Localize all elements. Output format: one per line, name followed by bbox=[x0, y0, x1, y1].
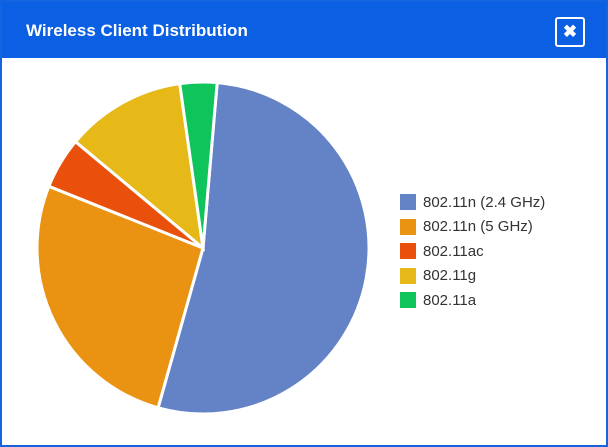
legend-label: 802.11n (2.4 GHz) bbox=[423, 193, 546, 211]
legend-swatch bbox=[400, 218, 416, 235]
close-icon: ✖ bbox=[562, 22, 578, 41]
chart-legend: 802.11n (2.4 GHz) 802.11n (5 GHz) 802.11ac… bbox=[400, 190, 545, 313]
close-button[interactable]: ✖ bbox=[555, 17, 585, 47]
dialog-header: Wireless Client Distribution ✖ bbox=[2, 2, 606, 58]
dialog-title: Wireless Client Distribution bbox=[26, 21, 248, 40]
pie-slice-1[interactable] bbox=[35, 184, 205, 410]
legend-swatch bbox=[400, 243, 416, 260]
pie-slice-4[interactable] bbox=[178, 80, 219, 249]
legend-swatch bbox=[400, 292, 416, 309]
pie-slice-3[interactable] bbox=[73, 81, 206, 252]
legend-label: 802.11a bbox=[423, 291, 477, 309]
legend-label: 802.11ac bbox=[423, 242, 484, 260]
legend-item[interactable]: 802.11n (5 GHz) bbox=[400, 215, 545, 240]
legend-label: 802.11g bbox=[423, 267, 477, 285]
legend-swatch bbox=[400, 194, 416, 211]
legend-item[interactable]: 802.11a bbox=[400, 288, 545, 313]
legend-label: 802.11n (5 GHz) bbox=[423, 218, 533, 236]
legend-swatch bbox=[400, 267, 416, 284]
legend-item[interactable]: 802.11n (2.4 GHz) bbox=[400, 190, 545, 215]
legend-item[interactable]: 802.11ac bbox=[400, 239, 545, 264]
legend-item[interactable]: 802.11g bbox=[400, 264, 545, 289]
